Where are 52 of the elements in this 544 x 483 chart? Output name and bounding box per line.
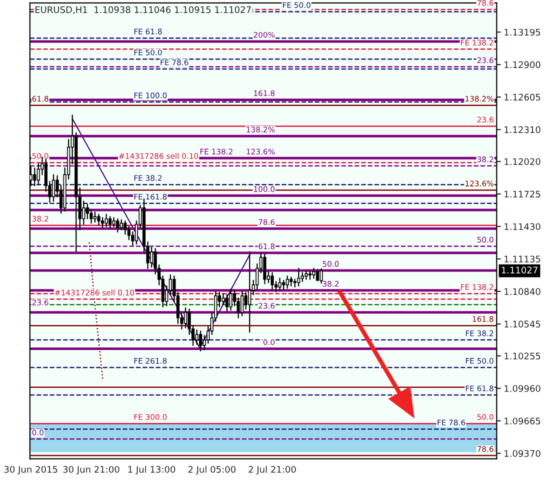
- candlestick: [270, 272, 274, 290]
- x-tick-label: 2 Jul 21:00: [248, 466, 296, 474]
- y-tick-label: 1.12900: [504, 61, 540, 68]
- candlestick: [116, 218, 120, 233]
- y-tick-label: 1.11430: [504, 223, 540, 230]
- candlestick: [199, 330, 202, 352]
- candlestick: [312, 268, 316, 279]
- candlestick: [304, 270, 308, 280]
- candlestick: [108, 216, 112, 230]
- x-tick-label: 30 Jun 21:00: [63, 466, 120, 474]
- text: 1.11027: [502, 266, 538, 274]
- candlestick: [93, 212, 97, 223]
- candlestick: [263, 253, 266, 284]
- candlestick: [297, 268, 300, 286]
- candlestick: [195, 329, 198, 345]
- candlestick: [104, 214, 108, 228]
- candlestick: [244, 292, 248, 310]
- candlestick: [229, 288, 232, 311]
- candlestick: [222, 293, 225, 306]
- y-tick-label: 1.13195: [504, 28, 540, 36]
- candlestick: [320, 268, 323, 284]
- x-tick-label: 30 Jun 2015: [4, 466, 58, 474]
- candlestick: [82, 200, 86, 225]
- y-tick-label: 1.09665: [504, 418, 540, 424]
- candlestick: [33, 168, 36, 186]
- candlestick: [184, 307, 188, 328]
- y-tick-label: 1.12605: [504, 94, 540, 101]
- candlestick: [86, 204, 89, 220]
- y-tick-label: 1.09960: [504, 385, 540, 392]
- y-tick-label: 1.11135: [504, 256, 540, 263]
- y-tick-label: 1.10840: [504, 288, 540, 296]
- candlestick: [316, 268, 320, 281]
- y-tick-label: 1.12020: [504, 158, 540, 166]
- y-tick-label: 1.11725: [504, 190, 540, 198]
- candlestick: [124, 220, 127, 235]
- candlestick: [100, 217, 104, 228]
- candlestick: [225, 294, 229, 312]
- x-tick-label: 2 Jul 05:00: [188, 466, 236, 474]
- candlestick: [52, 174, 56, 202]
- x-tick-label: 1 Jul 13:00: [128, 466, 176, 474]
- candlestick: [240, 290, 244, 316]
- candlestick: [120, 219, 123, 230]
- y-tick-label: 1.12310: [504, 126, 540, 134]
- candlestick: [150, 246, 154, 268]
- candlestick: [248, 251, 252, 333]
- candlestick: [97, 214, 100, 226]
- candlestick: [278, 278, 282, 291]
- y-tick-label: 1.10545: [504, 320, 540, 328]
- y-tick-label: 1.10255: [504, 352, 540, 360]
- chart-title: EURUSD,H1 1.10938 1.11046 1.10915 1.11027: [35, 6, 251, 14]
- y-tick-label: 1.09370: [504, 450, 540, 457]
- candlestick: [286, 275, 289, 289]
